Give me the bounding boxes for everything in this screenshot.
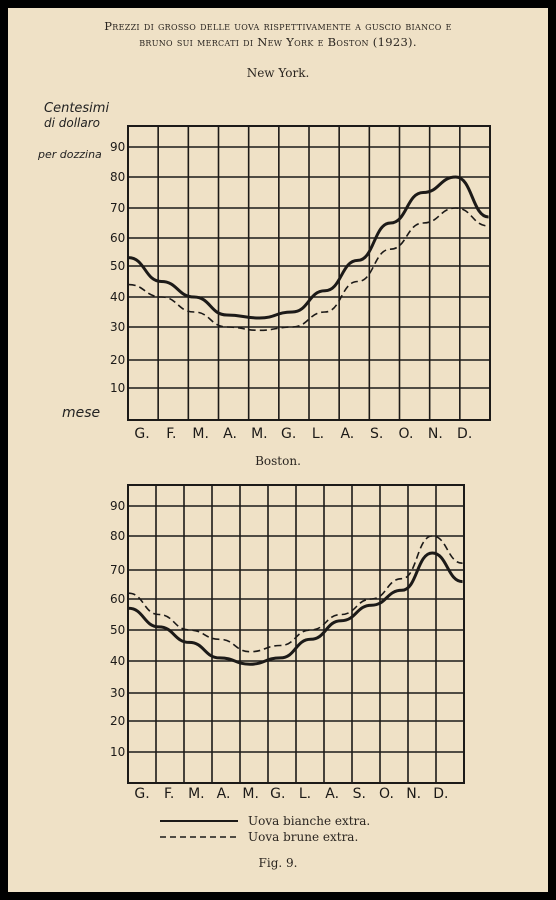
book-page bbox=[8, 8, 548, 892]
x-tick-label: M. bbox=[251, 426, 268, 442]
y-tick-label: 30 bbox=[110, 686, 125, 700]
figure-caption: Fig. 9. bbox=[258, 856, 298, 870]
y-tick-label: 20 bbox=[110, 353, 125, 367]
x-tick-label: D. bbox=[433, 786, 448, 802]
x-tick-label: F. bbox=[164, 786, 174, 802]
y-tick-label: 60 bbox=[110, 592, 125, 606]
x-tick-label: A. bbox=[325, 786, 339, 802]
x-tick-label: G. bbox=[134, 786, 149, 802]
figure-title-line-2: bruno sui mercati di New York e Boston (… bbox=[139, 35, 417, 49]
y-tick-label: 70 bbox=[110, 201, 125, 215]
series-line-brown-eggs bbox=[128, 535, 463, 653]
ylabel-line-2: di dollaro bbox=[44, 116, 101, 130]
ylabel-line-3: per dozzina bbox=[38, 148, 102, 161]
y-tick-label: 90 bbox=[110, 140, 125, 154]
y-tick-label: 50 bbox=[110, 623, 125, 637]
xlabel-mese: mese bbox=[62, 405, 101, 421]
ylabel-line-1: Centesimi bbox=[44, 101, 110, 116]
x-tick-label: G. bbox=[134, 426, 149, 442]
y-tick-label: 50 bbox=[110, 259, 125, 273]
legend-brown-label: Uova brune extra. bbox=[248, 830, 359, 844]
legend-white-label: Uova bianche extra. bbox=[248, 814, 371, 828]
chart-title-new-york: New York. bbox=[246, 66, 310, 80]
figure-title-line-1: Prezzi di grosso delle uova rispettivame… bbox=[104, 19, 452, 33]
figure-title: Prezzi di grosso delle uova rispettivame… bbox=[0, 18, 556, 50]
y-tick-label: 10 bbox=[110, 381, 125, 395]
x-tick-label: A. bbox=[340, 426, 354, 442]
x-tick-label: O. bbox=[379, 786, 394, 802]
x-tick-label: L. bbox=[312, 426, 324, 442]
x-tick-label: S. bbox=[370, 426, 383, 442]
x-tick-label: G. bbox=[270, 786, 285, 802]
y-tick-label: 30 bbox=[110, 320, 125, 334]
y-tick-label: 20 bbox=[110, 714, 125, 728]
x-tick-label: O. bbox=[399, 426, 414, 442]
y-tick-label: 80 bbox=[110, 529, 125, 543]
x-tick-label: N. bbox=[406, 786, 421, 802]
series-line-white-eggs bbox=[128, 551, 463, 666]
y-tick-label: 90 bbox=[110, 499, 125, 513]
y-tick-label: 80 bbox=[110, 170, 125, 184]
x-tick-label: M. bbox=[242, 786, 259, 802]
y-tick-label: 60 bbox=[110, 231, 125, 245]
x-tick-label: M. bbox=[192, 426, 209, 442]
y-tick-label: 70 bbox=[110, 563, 125, 577]
y-tick-label: 10 bbox=[110, 745, 125, 759]
x-tick-label: L. bbox=[299, 786, 311, 802]
x-tick-label: N. bbox=[428, 426, 443, 442]
x-tick-label: A. bbox=[217, 786, 231, 802]
x-tick-label: A. bbox=[223, 426, 237, 442]
x-tick-label: M. bbox=[188, 786, 205, 802]
x-tick-label: G. bbox=[281, 426, 296, 442]
x-tick-label: F. bbox=[166, 426, 176, 442]
chart-title-boston: Boston. bbox=[255, 454, 301, 468]
y-tick-label: 40 bbox=[110, 654, 125, 668]
y-tick-label: 40 bbox=[110, 290, 125, 304]
series-line-brown-eggs bbox=[128, 207, 489, 332]
series-line-white-eggs bbox=[128, 175, 489, 320]
x-tick-label: S. bbox=[353, 786, 366, 802]
x-tick-label: D. bbox=[457, 426, 472, 442]
